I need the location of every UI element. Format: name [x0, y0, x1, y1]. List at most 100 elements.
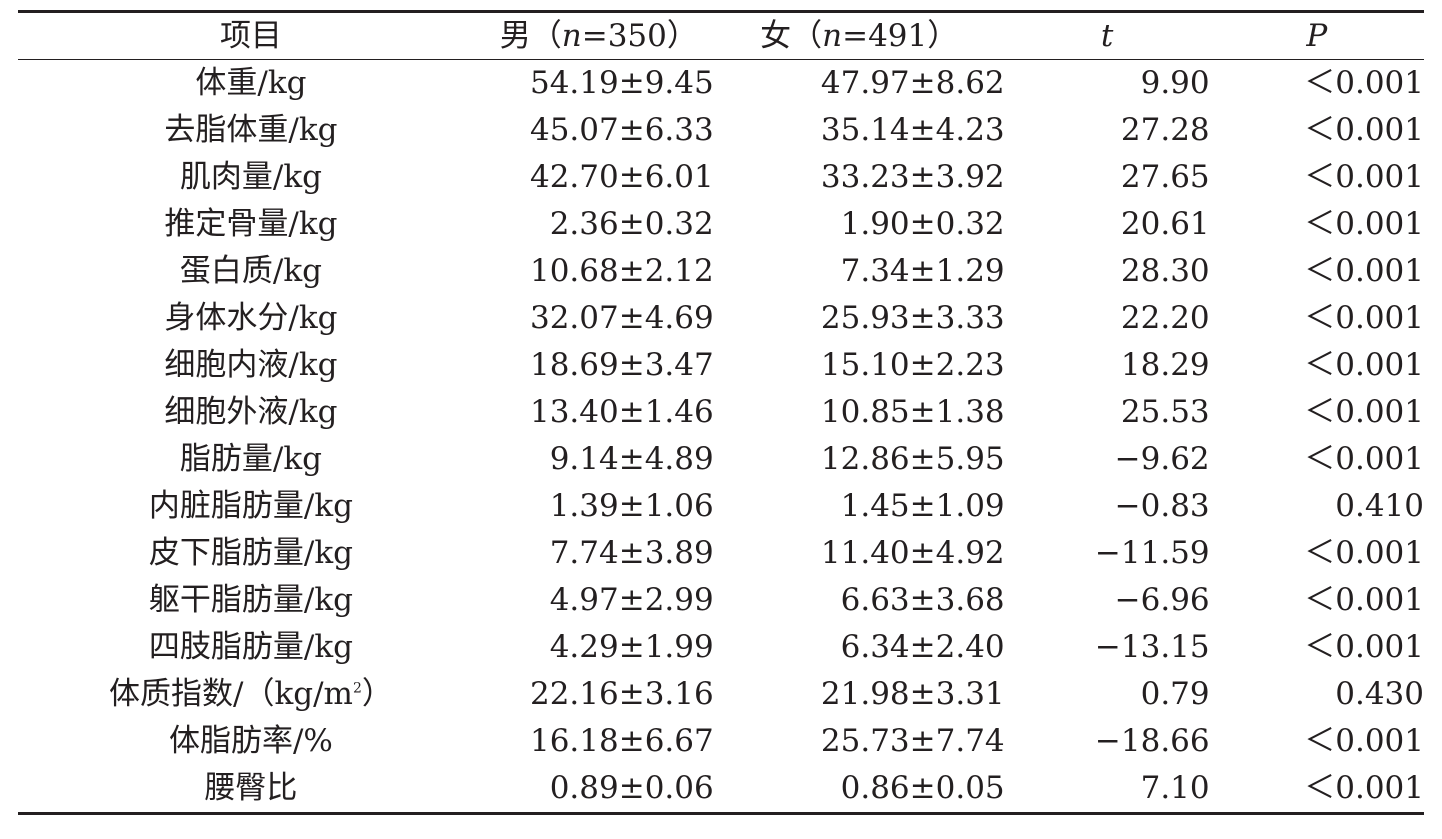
row-female-value: 1.90±0.32 — [840, 206, 1005, 242]
row-female-value: 25.73±7.74 — [820, 723, 1005, 759]
row-t-value: 7.10 — [1140, 770, 1210, 806]
row-p-value: ＜0.001 — [1304, 159, 1424, 195]
row-item-label: 去脂体重/kg — [164, 112, 338, 148]
row-t-value: 27.28 — [1120, 112, 1210, 148]
header-p: P — [1306, 18, 1328, 54]
row-t-value: 28.30 — [1120, 253, 1210, 289]
row-female-value: 21.98±3.31 — [820, 676, 1005, 712]
row-male-value: 22.16±3.16 — [529, 676, 714, 712]
row-item-label: 皮下脂肪量/kg — [148, 535, 353, 571]
row-t-value: 18.29 — [1120, 347, 1210, 383]
table-top-rule — [18, 10, 1424, 13]
row-p-value: ＜0.001 — [1304, 394, 1424, 430]
row-female-value: 0.86±0.05 — [840, 770, 1005, 806]
row-male-value: 4.97±2.99 — [549, 582, 714, 618]
table-row: 腰臀比 0.89±0.06 0.86±0.05 7.10 ＜0.001 — [18, 765, 1424, 812]
row-p-value: 0.430 — [1335, 676, 1424, 712]
table-row: 体质指数/（kg/m2） 22.16±3.16 21.98±3.31 0.79 0.43… — [18, 671, 1424, 718]
row-p-value: 0.410 — [1335, 488, 1424, 524]
row-female-value: 15.10±2.23 — [820, 347, 1005, 383]
table-row: 内脏脂肪量/kg 1.39±1.06 1.45±1.09 −0.83 0.410 — [18, 483, 1424, 530]
row-p-value: ＜0.001 — [1304, 535, 1424, 571]
table-row: 身体水分/kg 32.07±4.69 25.93±3.33 22.20 ＜0.001 — [18, 295, 1424, 342]
data-table-body: 体重/kg 54.19±9.45 47.97±8.62 9.90 ＜0.001 去脂体重/… — [18, 60, 1424, 812]
row-item-label: 体质指数/（kg/m2） — [109, 676, 393, 712]
row-p-value: ＜0.001 — [1304, 300, 1424, 336]
row-item-label: 体脂肪率/% — [168, 723, 333, 759]
table-row: 体重/kg 54.19±9.45 47.97±8.62 9.90 ＜0.001 — [18, 60, 1424, 107]
header-t: t — [1100, 18, 1114, 54]
row-male-value: 7.74±3.89 — [549, 535, 714, 571]
row-male-value: 9.14±4.89 — [549, 441, 714, 477]
body-composition-table: 项目 男（n=350） 女（n=491） t P 体重/kg 54.19±9.45… — [18, 10, 1424, 815]
row-item-label: 肌肉量/kg — [179, 159, 322, 195]
row-p-value: ＜0.001 — [1304, 582, 1424, 618]
row-item-label: 推定骨量/kg — [164, 206, 338, 242]
row-female-value: 1.45±1.09 — [840, 488, 1005, 524]
row-female-value: 47.97±8.62 — [820, 65, 1005, 101]
table-row: 去脂体重/kg 45.07±6.33 35.14±4.23 27.28 ＜0.001 — [18, 107, 1424, 154]
row-p-value: ＜0.001 — [1304, 347, 1424, 383]
row-female-value: 6.63±3.68 — [840, 582, 1005, 618]
row-female-value: 11.40±4.92 — [820, 535, 1005, 571]
row-male-value: 2.36±0.32 — [549, 206, 714, 242]
row-male-value: 45.07±6.33 — [529, 112, 714, 148]
data-table: 项目 男（n=350） 女（n=491） t P — [18, 13, 1424, 59]
row-t-value: 25.53 — [1120, 394, 1210, 430]
table-row: 蛋白质/kg 10.68±2.12 7.34±1.29 28.30 ＜0.001 — [18, 248, 1424, 295]
header-male: 男（n=350） — [499, 18, 698, 54]
row-female-value: 12.86±5.95 — [820, 441, 1005, 477]
table-row: 躯干脂肪量/kg 4.97±2.99 6.63±3.68 −6.96 ＜0.001 — [18, 577, 1424, 624]
table-row: 四肢脂肪量/kg 4.29±1.99 6.34±2.40 −13.15 ＜0.001 — [18, 624, 1424, 671]
row-t-value: −6.96 — [1114, 582, 1210, 618]
row-item-label: 内脏脂肪量/kg — [148, 488, 353, 524]
row-item-label: 腰臀比 — [204, 770, 298, 806]
row-female-value: 10.85±1.38 — [820, 394, 1005, 430]
table-row: 肌肉量/kg 42.70±6.01 33.23±3.92 27.65 ＜0.001 — [18, 154, 1424, 201]
row-male-value: 0.89±0.06 — [549, 770, 714, 806]
row-p-value: ＜0.001 — [1304, 770, 1424, 806]
table-row: 皮下脂肪量/kg 7.74±3.89 11.40±4.92 −11.59 ＜0.001 — [18, 530, 1424, 577]
row-t-value: −9.62 — [1114, 441, 1210, 477]
header-female: 女（n=491） — [760, 18, 959, 54]
row-male-value: 1.39±1.06 — [549, 488, 714, 524]
row-male-value: 16.18±6.67 — [529, 723, 714, 759]
row-item-label: 细胞外液/kg — [164, 394, 338, 430]
row-item-label: 脂肪量/kg — [179, 441, 322, 477]
row-item-label: 四肢脂肪量/kg — [148, 629, 353, 665]
row-male-value: 4.29±1.99 — [549, 629, 714, 665]
row-p-value: ＜0.001 — [1304, 441, 1424, 477]
row-p-value: ＜0.001 — [1304, 112, 1424, 148]
row-male-value: 10.68±2.12 — [529, 253, 714, 289]
row-t-value: −11.59 — [1094, 535, 1210, 571]
row-item-label: 细胞内液/kg — [164, 347, 338, 383]
table-bottom-rule — [18, 812, 1424, 815]
row-male-value: 42.70±6.01 — [529, 159, 714, 195]
header-row: 项目 男（n=350） 女（n=491） t P — [18, 13, 1424, 59]
row-p-value: ＜0.001 — [1304, 206, 1424, 242]
row-female-value: 7.34±1.29 — [840, 253, 1005, 289]
row-female-value: 6.34±2.40 — [840, 629, 1005, 665]
header-divider — [18, 59, 1424, 60]
row-item-label: 蛋白质/kg — [179, 253, 322, 289]
row-t-value: 9.90 — [1140, 65, 1210, 101]
row-p-value: ＜0.001 — [1304, 253, 1424, 289]
row-p-value: ＜0.001 — [1304, 65, 1424, 101]
table-row: 细胞外液/kg 13.40±1.46 10.85±1.38 25.53 ＜0.001 — [18, 389, 1424, 436]
row-t-value: −18.66 — [1094, 723, 1210, 759]
header-item: 项目 — [219, 18, 282, 54]
row-p-value: ＜0.001 — [1304, 723, 1424, 759]
row-t-value: 22.20 — [1120, 300, 1210, 336]
row-t-value: 20.61 — [1120, 206, 1210, 242]
row-t-value: −13.15 — [1094, 629, 1210, 665]
row-p-value: ＜0.001 — [1304, 629, 1424, 665]
row-t-value: 0.79 — [1140, 676, 1210, 712]
row-female-value: 25.93±3.33 — [820, 300, 1005, 336]
row-male-value: 18.69±3.47 — [529, 347, 714, 383]
table-row: 体脂肪率/% 16.18±6.67 25.73±7.74 −18.66 ＜0.001 — [18, 718, 1424, 765]
row-t-value: −0.83 — [1114, 488, 1210, 524]
row-item-label: 躯干脂肪量/kg — [148, 582, 353, 618]
row-female-value: 33.23±3.92 — [820, 159, 1005, 195]
row-male-value: 32.07±4.69 — [529, 300, 714, 336]
row-item-label: 身体水分/kg — [164, 300, 338, 336]
